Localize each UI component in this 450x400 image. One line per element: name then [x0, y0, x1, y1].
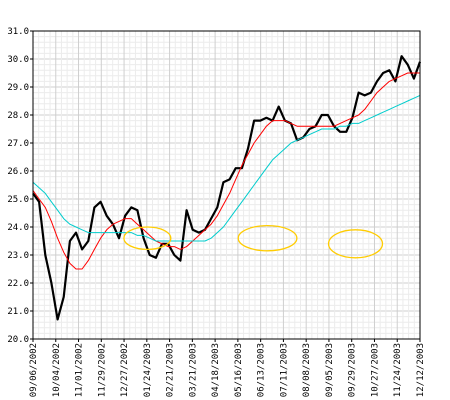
x-tick-label: 11/24/2003 — [393, 343, 403, 397]
x-tick-label: 04/18/2003 — [211, 343, 221, 397]
x-tick-label: 07/11/2003 — [279, 343, 289, 397]
y-axis-ticks: 20.0 21.0 22.0 23.0 24.0 25.0 26.0 27.0 28.0 29.0… — [7, 27, 33, 345]
x-tick-label: 02/21/2003 — [166, 343, 176, 397]
x-axis-ticks: 09/06/2002 10/04/2002 11/01/2002 11/29/2002… — [29, 339, 426, 397]
x-tick-label: 03/21/2003 — [188, 343, 198, 397]
highlight-ellipse-2 — [237, 224, 298, 252]
series-line-2 — [32, 72, 420, 270]
x-tick-label: 12/12/2003 — [416, 343, 426, 397]
y-tick-label: 28.0 — [7, 111, 29, 121]
grid — [32, 30, 421, 340]
y-tick-label: 29.0 — [7, 83, 29, 93]
y-tick-label: 25.0 — [7, 195, 29, 205]
y-tick-label: 26.0 — [7, 167, 29, 177]
y-tick-label: 24.0 — [7, 223, 29, 233]
x-tick-label: 09/06/2002 — [29, 343, 39, 397]
x-tick-label: 09/29/2003 — [348, 343, 358, 397]
series-line-1 — [32, 55, 422, 321]
y-tick-label: 27.0 — [7, 139, 29, 149]
series-line-3 — [32, 94, 421, 242]
x-tick-label: 12/27/2002 — [120, 343, 130, 397]
y-tick-label: 30.0 — [7, 55, 29, 65]
y-tick-label: 21.0 — [7, 307, 29, 317]
x-tick-label: 06/13/2003 — [257, 343, 267, 397]
x-tick-label: 05/16/2003 — [234, 343, 244, 397]
y-tick-label: 31.0 — [7, 27, 29, 37]
x-tick-label: 11/29/2002 — [97, 343, 107, 397]
x-tick-label: 08/08/2003 — [302, 343, 312, 397]
y-tick-label: 23.0 — [7, 251, 29, 261]
highlight-ellipse-3 — [327, 229, 384, 259]
x-tick-label: 11/01/2002 — [75, 343, 85, 397]
x-tick-label: 10/27/2003 — [370, 343, 380, 397]
x-tick-label: 01/24/2003 — [143, 343, 153, 397]
x-tick-label: 10/04/2002 — [52, 343, 62, 397]
plot-frame — [32, 30, 421, 340]
x-tick-label: 09/05/2003 — [325, 343, 335, 397]
highlight-ellipse-1 — [123, 226, 172, 251]
y-tick-label: 20.0 — [7, 335, 29, 345]
series-lines — [32, 55, 422, 321]
y-tick-label: 22.0 — [7, 279, 29, 289]
